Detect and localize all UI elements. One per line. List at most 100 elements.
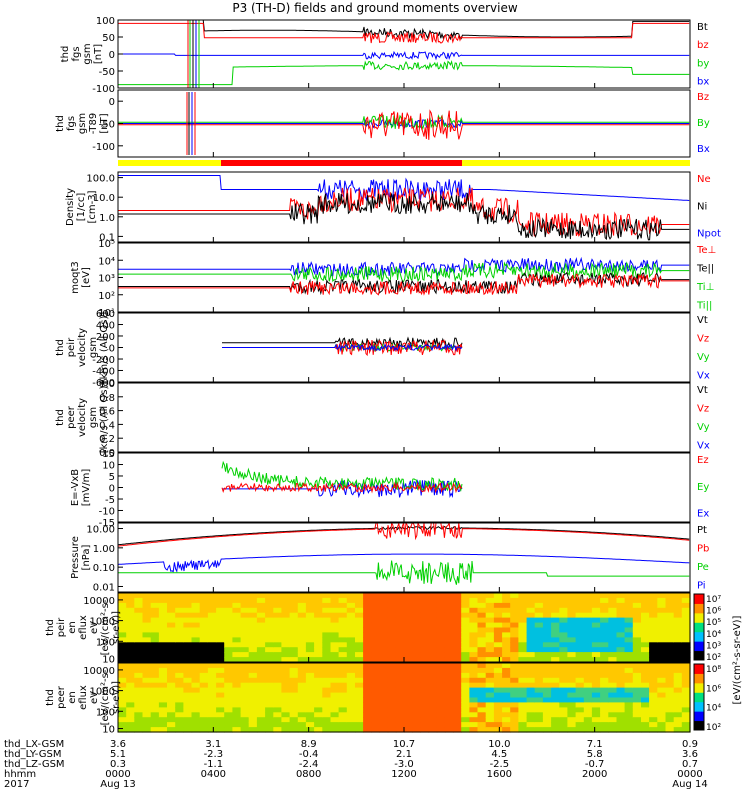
y-axis-label: thd — [45, 619, 56, 636]
panel-frame-4 — [117, 312, 691, 383]
colorbar-label: [eV/(cm²-s-sr-eV)] — [732, 615, 743, 704]
y-axis-label: [cm-3] — [87, 190, 98, 223]
legend-te: Te⊥ — [696, 245, 716, 256]
y-axis-label: sr-eV)] — [111, 611, 122, 644]
y-tick-label: -5 — [105, 495, 115, 506]
bx-t89-trace — [118, 118, 690, 129]
bx-trace — [118, 50, 690, 61]
legend-bz: bz — [697, 40, 709, 51]
x-row-value: -1.1 — [204, 759, 224, 770]
y-tick-label: 100.0 — [86, 174, 115, 185]
pb-trace — [117, 521, 690, 547]
legend-vz: Vz — [697, 403, 709, 414]
y-tick-label: 0.6 — [99, 407, 115, 418]
x-row-value: 0.3 — [110, 759, 126, 770]
y-axis-label: fgs — [66, 116, 77, 131]
legend-npot: Npot — [697, 229, 721, 240]
legend-bx: bx — [697, 76, 709, 87]
y-tick-label: 1000 — [90, 617, 115, 628]
y-axis-label: thd — [55, 115, 66, 132]
ex-trace — [222, 479, 463, 499]
y-tick-label: 10 — [102, 461, 115, 472]
legend-vy: Vy — [697, 422, 710, 433]
te-perp-trace — [118, 273, 690, 296]
x-row-label: thd_LX-GSM — [4, 739, 64, 750]
legend-ni: Ni — [697, 201, 707, 212]
mode-bar-burst — [221, 160, 462, 166]
legend-ez: Ez — [697, 455, 709, 466]
x-row-value: 10.7 — [393, 739, 415, 750]
legend-pi: Pi — [697, 580, 706, 591]
x-row-value: 1600 — [487, 769, 512, 780]
legend-vx: Vx — [697, 370, 710, 381]
x-year-label: 2017 — [4, 779, 29, 790]
x-row-value: -0.4 — [299, 749, 319, 760]
x-row-value: 0400 — [201, 769, 226, 780]
by-t89-trace — [118, 114, 690, 130]
y-tick-label: 50 — [102, 33, 115, 44]
y-axis-label: [1/cc] — [76, 193, 87, 222]
y-tick-label: 10.00 — [86, 525, 115, 536]
x-row-value: 5.1 — [110, 749, 126, 760]
y-axis-label: eflux — [78, 685, 89, 710]
x-row-value: 8.9 — [301, 739, 317, 750]
x-row-value: -2.3 — [204, 749, 224, 760]
y-tick-label: 5 — [109, 472, 115, 483]
legend-vx: Vx — [697, 440, 710, 451]
x-row-value: 10.0 — [488, 739, 510, 750]
colorbar-tick: 10⁴ — [706, 630, 721, 640]
y-tick-label: 15 — [102, 449, 115, 460]
panel-frame-5 — [117, 382, 691, 453]
legend-bx: Bx — [697, 144, 710, 155]
y-tick-label: 0.8 — [99, 393, 115, 404]
legend-by: by — [697, 58, 709, 69]
x-row-value: 0000 — [677, 769, 702, 780]
colorbar-tick: 10⁵ — [706, 618, 721, 628]
x-row-value: -0.7 — [585, 759, 605, 770]
y-tick-label: 0.4 — [99, 420, 115, 431]
y-axis-label: moqt3 — [70, 261, 81, 294]
y-axis-label: [nT] — [99, 113, 110, 133]
colorbar-tick: 10⁴ — [706, 704, 721, 714]
y-tick-label: 0 — [109, 344, 115, 355]
y-axis-label: peir — [66, 337, 77, 357]
y-tick-label: 10000 — [83, 666, 115, 677]
x-row-value: 0800 — [296, 769, 321, 780]
y-tick-label: 0.01 — [93, 582, 115, 593]
ti-par-trace — [118, 256, 690, 278]
peer-spectrogram — [118, 663, 691, 733]
y-tick-label: 10.0 — [93, 193, 115, 204]
y-axis-label: eflux — [78, 615, 89, 640]
legend-vy: Vy — [697, 352, 710, 363]
y-axis-label: peer — [56, 685, 67, 709]
legend-bz: Bz — [697, 92, 709, 103]
ti-perp-trace — [118, 261, 690, 283]
y-axis-label: Pressure — [70, 536, 81, 579]
colorbar-tick: 10⁸ — [706, 665, 721, 675]
y-axis-label: fgs — [71, 46, 82, 61]
colorbar-tick: 10⁶ — [706, 684, 721, 694]
y-tick-label: 200 — [96, 332, 115, 343]
y-tick-label: 100 — [96, 637, 115, 648]
y-axis-label: thd — [45, 689, 56, 706]
y-tick-label: -15 — [99, 518, 115, 529]
y-tick-label: 0.1 — [99, 232, 115, 243]
y-tick-label: 0.0 — [99, 448, 115, 459]
y-axis-label: gsm — [77, 113, 88, 134]
y-tick-label: 0.10 — [93, 563, 115, 574]
colorbar-tick: 10² — [706, 723, 721, 733]
legend-vt: Vt — [697, 315, 708, 326]
pi-trace — [117, 553, 690, 573]
y-axis-label: [eV/(cm²-s- — [100, 669, 111, 725]
y-axis-label: [mV/m] — [81, 469, 92, 507]
x-row-value: 1200 — [391, 769, 416, 780]
y-tick-label: 1000 — [90, 687, 115, 698]
x-row-value: 0.9 — [682, 739, 698, 750]
y-tick-label: 100 — [96, 16, 115, 27]
x-row-label: hhmm — [4, 769, 36, 780]
legend-ex: Ex — [697, 509, 709, 520]
panel-frame-3 — [117, 242, 691, 313]
y-axis-label: en — [67, 621, 78, 634]
y-axis-label: E=-VxB — [70, 469, 81, 506]
x-row-value: 0000 — [105, 769, 130, 780]
